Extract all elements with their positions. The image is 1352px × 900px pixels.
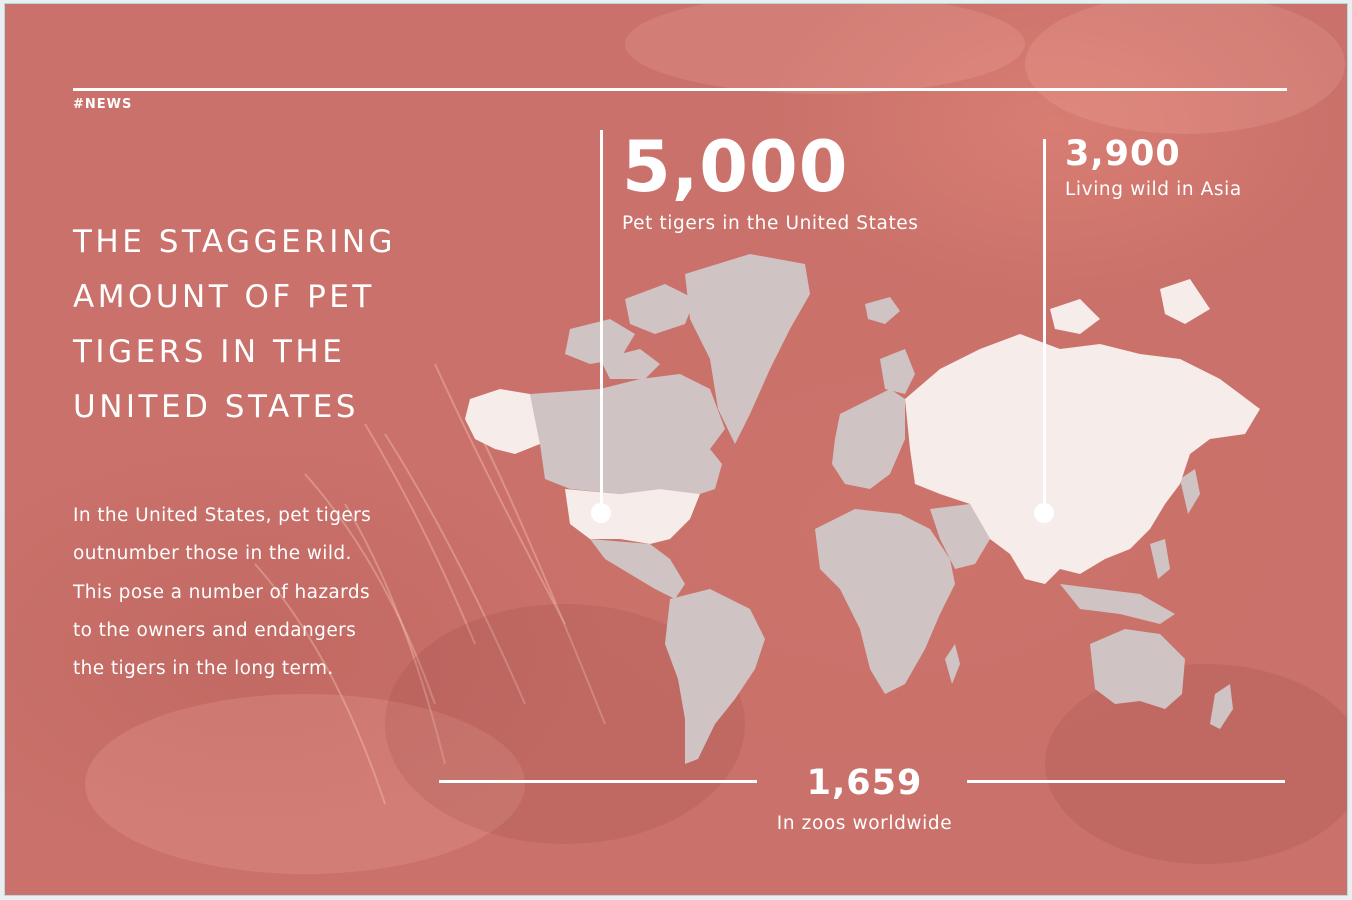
world-map	[465, 254, 1260, 764]
zoo-rule-left	[439, 780, 757, 783]
headline-line: TIGERS IN THE	[73, 334, 346, 370]
body-line: This pose a number of hazards	[73, 581, 371, 603]
us-stat-value: 5,000	[622, 126, 849, 208]
zoo-stat-value: 1,659	[806, 763, 923, 803]
asia-stat-value: 3,900	[1065, 134, 1181, 174]
zoo-stat-label: In zoos worldwide	[776, 813, 953, 834]
headline-line: UNITED STATES	[73, 389, 359, 425]
map-southeast-asia-islands	[1060, 584, 1175, 624]
map-iceland	[865, 297, 900, 324]
news-tag: #NEWS	[73, 97, 133, 112]
map-alaska	[465, 389, 540, 454]
body-line: outnumber those in the wild.	[73, 543, 352, 565]
headline-line: AMOUNT OF PET	[73, 279, 375, 315]
us-callout-dot	[591, 503, 611, 523]
zoo-rule-right	[967, 780, 1285, 783]
body-line: In the United States, pet tigers	[73, 505, 372, 526]
map-australia	[1090, 629, 1185, 709]
asia-callout-line	[1043, 139, 1046, 515]
map-europe	[832, 389, 905, 489]
map-africa	[815, 509, 955, 694]
map-greenland	[685, 254, 810, 444]
headline: THE STAGGERING AMOUNT OF PET TIGERS IN T…	[73, 215, 473, 435]
map-united-states	[565, 489, 700, 544]
asia-stat-label: Living wild in Asia	[1065, 179, 1242, 200]
map-north-america	[530, 374, 725, 494]
us-stat-label: Pet tigers in the United States	[622, 213, 919, 234]
body-paragraph: In the United States, pet tigers outnumb…	[73, 497, 473, 688]
top-divider	[73, 88, 1287, 91]
map-central-america	[590, 539, 685, 599]
body-line: the tigers in the long term.	[73, 658, 334, 680]
headline-line: THE STAGGERING	[73, 224, 397, 260]
map-arabia	[930, 504, 990, 569]
asia-callout-dot	[1034, 503, 1054, 523]
body-line: to the owners and endangers	[73, 619, 357, 641]
tiger-fur-background	[85, 4, 1347, 874]
infographic-poster: #NEWS THE STAGGERING AMOUNT OF PET TIGER…	[4, 3, 1348, 896]
map-asia	[905, 334, 1260, 584]
us-callout-line	[600, 130, 603, 514]
map-south-america	[665, 589, 765, 764]
